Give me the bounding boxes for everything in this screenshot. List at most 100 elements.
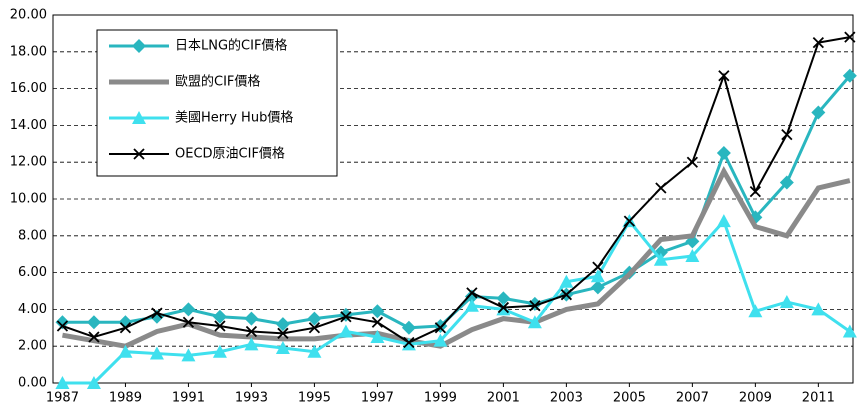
- point: [182, 316, 195, 328]
- point: [370, 304, 385, 319]
- point: [151, 307, 163, 319]
- point: [370, 330, 385, 343]
- y-tick-label: 6.00: [18, 265, 47, 280]
- point: [212, 344, 227, 358]
- y-tick-label: 10.00: [10, 192, 47, 207]
- point: [88, 331, 100, 343]
- x-tick-label: 1995: [298, 391, 331, 406]
- point: [307, 344, 322, 358]
- point: [685, 249, 700, 263]
- legend-label: 美國Herry Hub價格: [175, 110, 293, 126]
- point: [844, 31, 856, 43]
- point: [748, 304, 763, 318]
- point: [560, 289, 573, 301]
- y-tick-label: 16.00: [10, 81, 47, 96]
- point: [653, 252, 668, 266]
- series-line: [62, 36, 851, 344]
- x-tick-label: 2007: [676, 391, 709, 406]
- point: [132, 39, 146, 53]
- y-tick-label: 2.00: [18, 339, 47, 354]
- point: [277, 327, 289, 339]
- y-tick-label: 14.00: [10, 118, 47, 133]
- point: [338, 324, 353, 338]
- x-tick-label: 2009: [739, 391, 772, 406]
- point: [811, 302, 826, 316]
- point: [275, 341, 290, 355]
- point: [86, 315, 101, 330]
- point: [464, 289, 479, 304]
- point: [55, 376, 70, 389]
- point: [55, 315, 70, 330]
- point: [529, 300, 541, 312]
- point: [842, 68, 857, 83]
- x-tick-label: 1991: [172, 391, 205, 406]
- point: [779, 175, 794, 190]
- point: [338, 307, 353, 322]
- y-tick-label: 8.00: [18, 228, 47, 243]
- point: [434, 322, 447, 334]
- point: [842, 324, 857, 338]
- point: [371, 316, 384, 328]
- x-tick-label: 1989: [109, 391, 142, 406]
- point: [133, 148, 145, 160]
- point: [779, 295, 794, 309]
- point: [527, 296, 542, 311]
- y-tick-label: 4.00: [18, 302, 47, 317]
- point: [623, 215, 636, 227]
- point: [590, 269, 605, 283]
- point: [686, 156, 699, 168]
- point: [592, 261, 604, 273]
- plot-frame: [52, 14, 854, 384]
- point: [403, 336, 415, 349]
- y-tick-label: 20.00: [10, 8, 47, 23]
- point: [527, 315, 542, 329]
- y-tick-label: 0.00: [18, 376, 47, 391]
- point: [181, 302, 196, 317]
- point: [464, 298, 479, 312]
- point: [749, 186, 761, 198]
- point: [181, 348, 196, 362]
- legend-label: 歐盟的CIF價格: [175, 74, 260, 90]
- x-tick-label: 2001: [487, 391, 520, 406]
- point: [433, 333, 448, 347]
- point: [119, 322, 132, 334]
- point: [811, 105, 826, 120]
- y-tick-label: 18.00: [10, 44, 47, 59]
- y-tick-label: 12.00: [10, 155, 47, 170]
- point: [244, 311, 259, 326]
- point: [86, 376, 101, 389]
- x-tick-label: 1997: [361, 391, 394, 406]
- x-tick-label: 2011: [802, 391, 835, 406]
- point: [132, 111, 146, 124]
- point: [812, 36, 824, 49]
- point: [781, 128, 793, 141]
- point: [718, 70, 730, 82]
- point: [149, 346, 164, 360]
- point: [466, 287, 478, 299]
- point: [559, 274, 574, 288]
- series-line: [62, 218, 851, 385]
- point: [497, 301, 510, 314]
- point: [118, 344, 133, 358]
- point: [655, 182, 667, 194]
- x-tick-label: 2003: [550, 391, 583, 406]
- x-tick-label: 2005: [613, 391, 646, 406]
- point: [590, 280, 605, 295]
- x-tick-label: 1987: [46, 391, 79, 406]
- point: [214, 320, 226, 332]
- point: [245, 325, 258, 338]
- point: [56, 320, 69, 332]
- point: [716, 146, 731, 160]
- point: [496, 291, 511, 306]
- point: [401, 320, 416, 335]
- x-tick-label: 1993: [235, 391, 268, 406]
- legend-label: OECD原油CIF價格: [175, 146, 285, 162]
- point: [212, 309, 227, 324]
- legend-label: 日本LNG的CIF價格: [175, 38, 287, 54]
- point: [244, 337, 259, 351]
- point: [340, 311, 352, 323]
- point: [275, 317, 290, 332]
- point: [307, 311, 322, 326]
- series-line: [62, 166, 851, 349]
